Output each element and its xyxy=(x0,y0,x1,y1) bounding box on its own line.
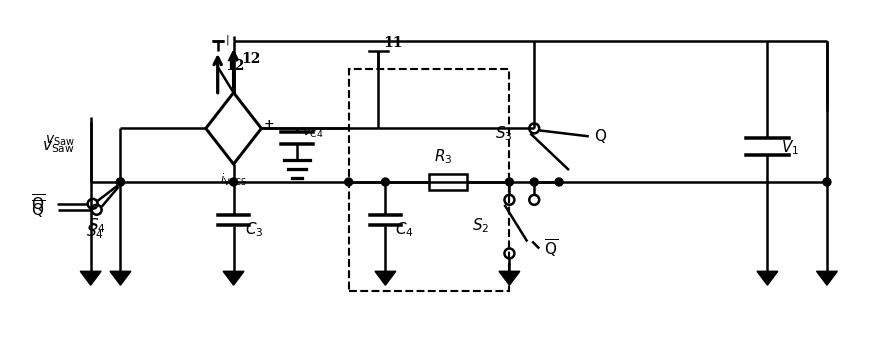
Circle shape xyxy=(530,178,538,186)
Text: $\mathsf{|}$: $\mathsf{|}$ xyxy=(226,33,230,47)
Text: $S_2$: $S_2$ xyxy=(472,216,490,235)
Text: $i_{\mathrm{VCCS}}$: $i_{\mathrm{VCCS}}$ xyxy=(219,172,246,188)
Circle shape xyxy=(823,178,831,186)
Text: $S_4$: $S_4$ xyxy=(85,222,104,241)
Bar xyxy=(348,69,510,291)
Text: $V_1$: $V_1$ xyxy=(781,138,800,157)
Text: $S_4$: $S_4$ xyxy=(88,216,105,235)
Text: $S_3$: $S_3$ xyxy=(495,124,512,143)
Text: +: + xyxy=(264,118,274,131)
Circle shape xyxy=(381,178,389,186)
Polygon shape xyxy=(816,271,837,285)
Text: $\overline{\mathrm{Q}}$: $\overline{\mathrm{Q}}$ xyxy=(31,199,45,221)
Circle shape xyxy=(230,178,238,186)
Polygon shape xyxy=(206,93,261,164)
Text: $\overline{\mathrm{Q}}$: $\overline{\mathrm{Q}}$ xyxy=(544,237,558,260)
Text: $v_{\mathrm{Saw}}$: $v_{\mathrm{Saw}}$ xyxy=(42,139,74,155)
Text: 11: 11 xyxy=(383,36,403,50)
Polygon shape xyxy=(375,271,395,285)
Text: $R_3$: $R_3$ xyxy=(434,147,452,166)
Circle shape xyxy=(345,178,353,186)
Text: $\mathrm{Q}$: $\mathrm{Q}$ xyxy=(594,127,607,145)
Polygon shape xyxy=(80,271,101,285)
Text: $v_{\mathrm{C4}}$: $v_{\mathrm{C4}}$ xyxy=(302,127,324,140)
Text: $C_4$: $C_4$ xyxy=(395,220,414,239)
Circle shape xyxy=(117,178,125,186)
Text: $\overline{\mathrm{Q}}$: $\overline{\mathrm{Q}}$ xyxy=(31,193,45,215)
Text: $C_3$: $C_3$ xyxy=(246,220,264,239)
Polygon shape xyxy=(499,271,520,285)
Polygon shape xyxy=(757,271,778,285)
Polygon shape xyxy=(110,271,131,285)
Polygon shape xyxy=(223,271,244,285)
Text: 12: 12 xyxy=(226,59,245,73)
Text: $v_{\mathrm{Saw}}$: $v_{\mathrm{Saw}}$ xyxy=(45,133,75,148)
Circle shape xyxy=(117,178,125,186)
Text: 12: 12 xyxy=(241,52,261,66)
Bar xyxy=(429,174,467,190)
Circle shape xyxy=(555,178,563,186)
Circle shape xyxy=(505,178,513,186)
